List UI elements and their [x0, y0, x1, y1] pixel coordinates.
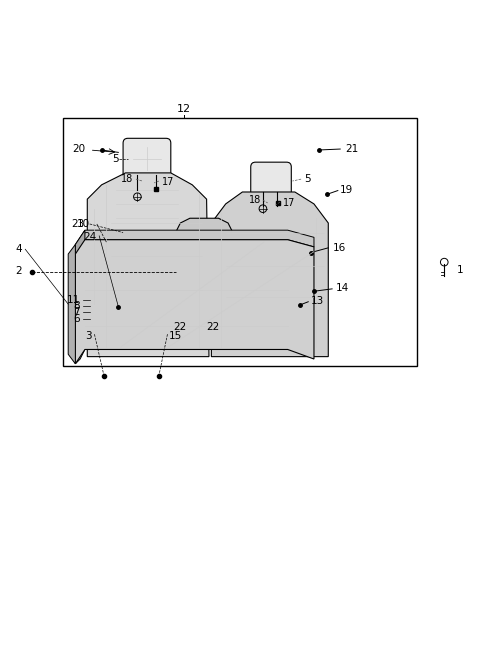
Text: 17: 17	[283, 198, 295, 208]
Polygon shape	[75, 239, 314, 364]
Text: 21: 21	[345, 144, 358, 154]
Text: 4: 4	[15, 244, 22, 255]
Text: 2: 2	[15, 266, 22, 276]
Polygon shape	[87, 173, 209, 357]
Text: 14: 14	[336, 283, 348, 293]
Text: 13: 13	[311, 297, 324, 306]
Polygon shape	[75, 230, 314, 254]
Text: 8: 8	[73, 301, 80, 311]
Text: 5: 5	[304, 174, 311, 184]
Text: 17: 17	[162, 177, 175, 188]
Text: 22: 22	[206, 322, 220, 332]
Text: 22: 22	[173, 322, 187, 332]
FancyBboxPatch shape	[123, 138, 171, 179]
Text: 12: 12	[177, 104, 191, 114]
Text: 15: 15	[168, 331, 181, 340]
Polygon shape	[75, 230, 85, 364]
Text: 16: 16	[333, 243, 346, 253]
Text: 19: 19	[340, 184, 353, 195]
Polygon shape	[176, 218, 233, 328]
Text: 11: 11	[67, 295, 80, 305]
Text: 18: 18	[249, 195, 262, 205]
Text: 10: 10	[76, 219, 90, 229]
Bar	[83, 294, 137, 325]
Text: 5: 5	[113, 154, 119, 163]
Text: 3: 3	[85, 331, 92, 340]
Bar	[128, 325, 171, 334]
Bar	[180, 254, 228, 321]
Text: 20: 20	[72, 144, 85, 154]
FancyBboxPatch shape	[251, 162, 291, 198]
Text: 1: 1	[457, 265, 464, 275]
Text: 18: 18	[121, 174, 133, 184]
Text: 6: 6	[73, 314, 80, 324]
Text: 7: 7	[73, 307, 80, 318]
Polygon shape	[211, 192, 328, 357]
Text: 23: 23	[72, 219, 85, 229]
Bar	[176, 323, 204, 334]
Polygon shape	[68, 245, 75, 364]
Text: 24: 24	[84, 232, 97, 242]
Bar	[63, 118, 417, 366]
